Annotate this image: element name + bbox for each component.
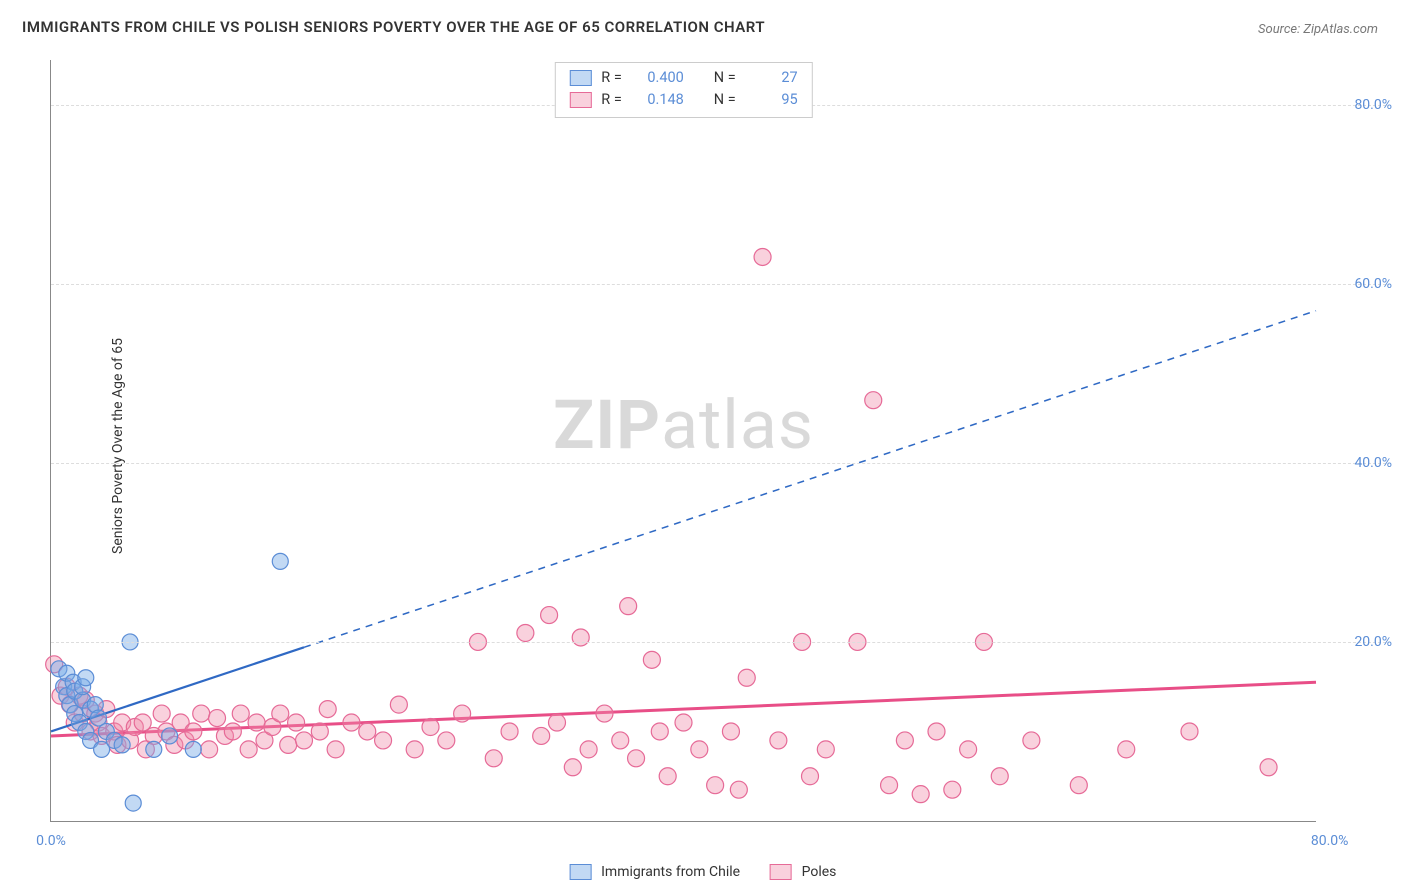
stats-legend: R = 0.400 N = 27 R = 0.148 N = 95 bbox=[554, 62, 812, 118]
legend-label-chile: Immigrants from Chile bbox=[601, 864, 740, 880]
r-value-poles: 0.148 bbox=[632, 89, 684, 111]
r-value-chile: 0.400 bbox=[632, 67, 684, 89]
y-tick-label: 60.0% bbox=[1354, 276, 1392, 292]
swatch-poles bbox=[770, 864, 792, 880]
r-label: R = bbox=[601, 89, 622, 111]
watermark-text: ZIPatlas bbox=[553, 385, 814, 465]
correlation-chart: IMMIGRANTS FROM CHILE VS POLISH SENIORS … bbox=[0, 0, 1406, 892]
n-value-chile: 27 bbox=[746, 67, 798, 89]
swatch-poles bbox=[569, 92, 591, 108]
watermark-zip: ZIP bbox=[553, 385, 661, 465]
series-legend: Immigrants from Chile Poles bbox=[570, 864, 837, 880]
source-attribution: Source: ZipAtlas.com bbox=[1258, 22, 1378, 37]
y-tick-label: 40.0% bbox=[1354, 455, 1392, 471]
y-tick-label: 80.0% bbox=[1354, 97, 1392, 113]
watermark-atlas: atlas bbox=[661, 385, 814, 465]
legend-label-poles: Poles bbox=[802, 864, 837, 880]
x-tick-label: 80.0% bbox=[1311, 833, 1349, 849]
chart-title: IMMIGRANTS FROM CHILE VS POLISH SENIORS … bbox=[22, 18, 765, 36]
n-value-poles: 95 bbox=[746, 89, 798, 111]
swatch-chile bbox=[570, 864, 592, 880]
legend-item-chile: Immigrants from Chile bbox=[570, 864, 740, 880]
y-tick-label: 20.0% bbox=[1354, 634, 1392, 650]
n-label: N = bbox=[714, 67, 736, 89]
swatch-chile bbox=[569, 70, 591, 86]
stats-row-chile: R = 0.400 N = 27 bbox=[569, 67, 797, 89]
legend-item-poles: Poles bbox=[770, 864, 836, 880]
stats-row-poles: R = 0.148 N = 95 bbox=[569, 89, 797, 111]
x-tick-label: 0.0% bbox=[36, 833, 66, 849]
n-label: N = bbox=[714, 89, 736, 111]
r-label: R = bbox=[601, 67, 622, 89]
plot-svg bbox=[51, 60, 1316, 821]
plot-area: ZIPatlas R = 0.400 N = 27 R = 0.148 N = … bbox=[50, 60, 1316, 822]
